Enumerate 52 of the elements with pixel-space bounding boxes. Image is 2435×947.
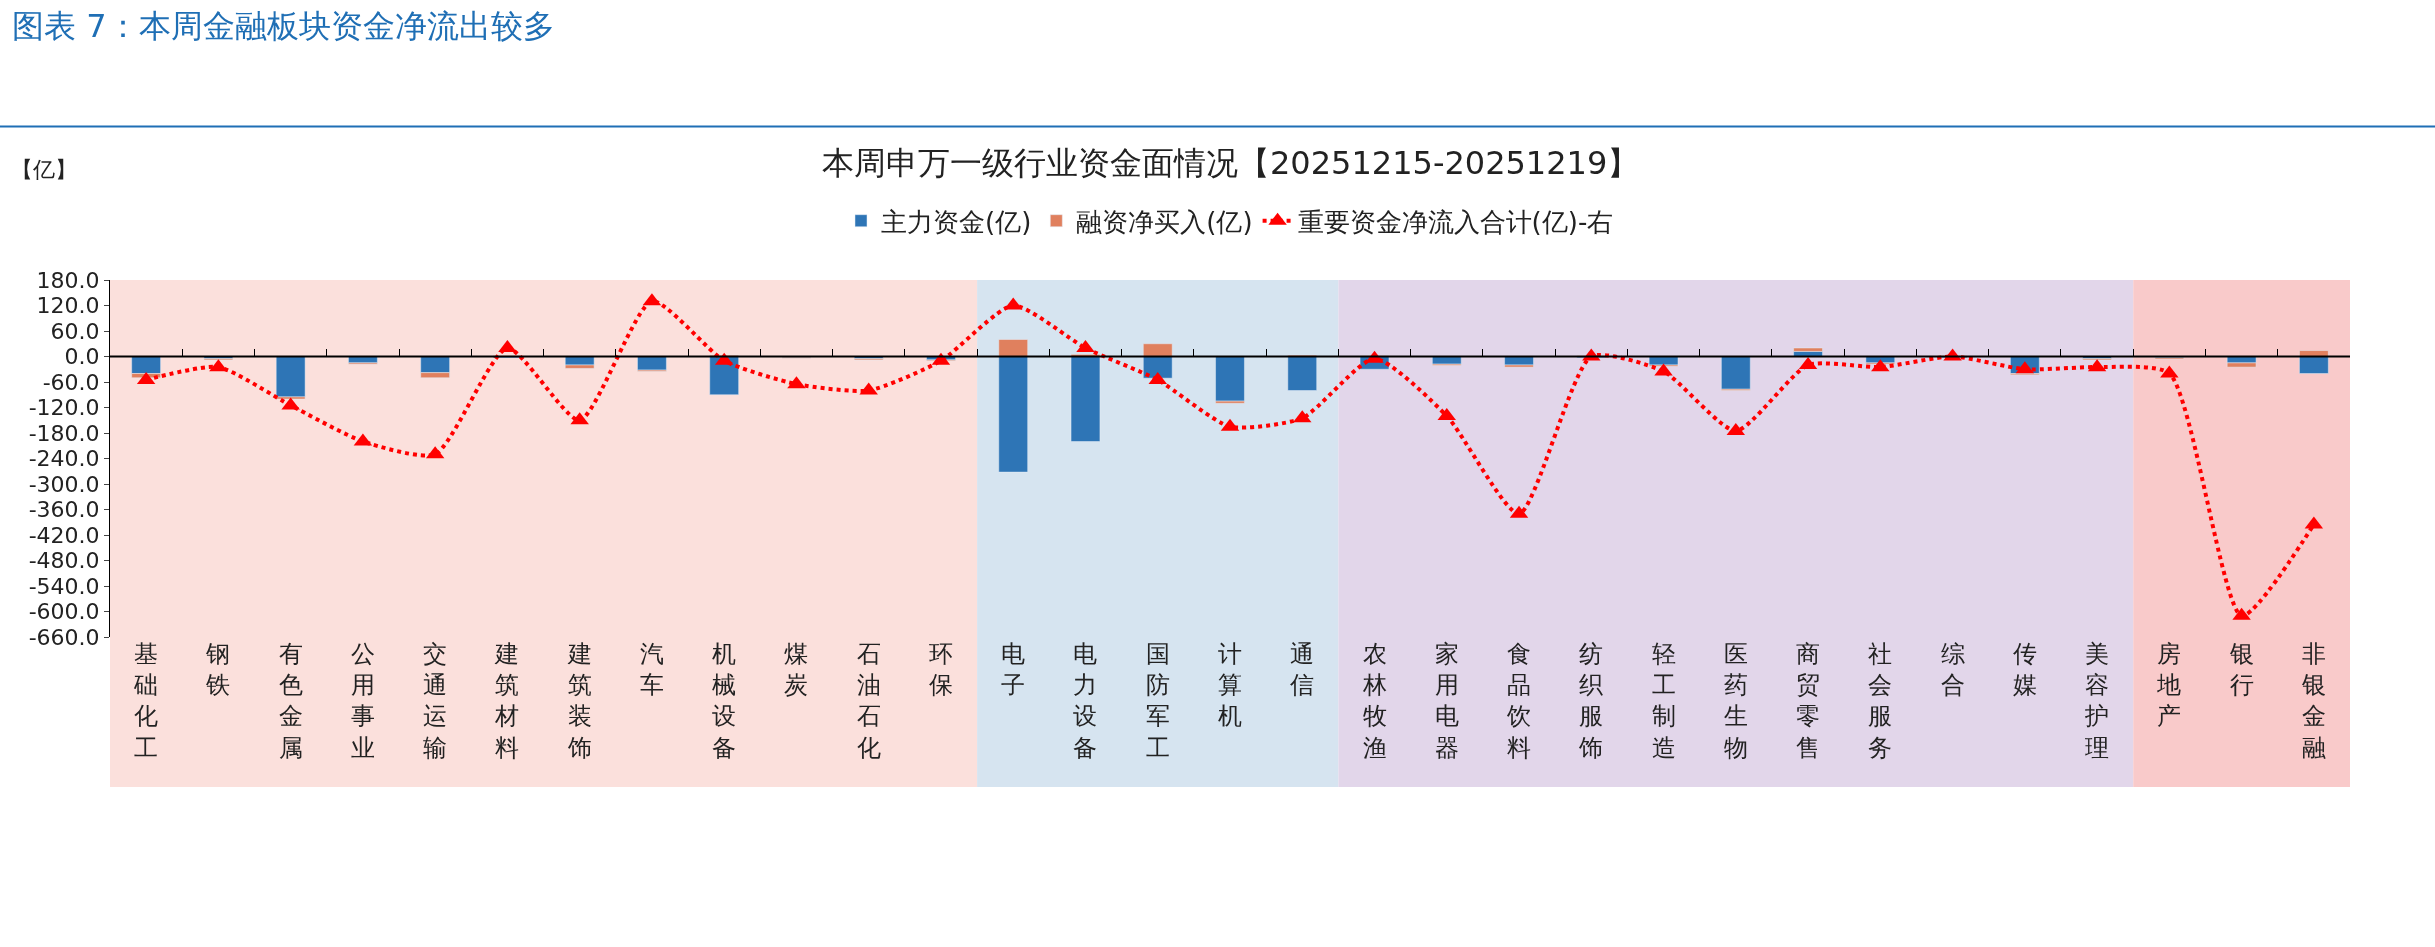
y-tick-label: -180.0 xyxy=(28,420,100,446)
x-tick-label: 基础化工 xyxy=(133,640,159,762)
x-tick-label: 环保 xyxy=(928,640,953,700)
y-tick-label: -240.0 xyxy=(28,446,100,472)
x-tick-label: 银行 xyxy=(2228,640,2254,700)
x-tick-label: 轻工制造 xyxy=(1651,640,1676,762)
x-tick-label: 非银金融 xyxy=(2300,640,2326,762)
x-tick-label: 食品饮料 xyxy=(1506,640,1532,762)
x-tick-label: 社会服务 xyxy=(1868,640,1893,762)
x-tick-label: 农林牧渔 xyxy=(1361,640,1387,762)
x-tick-label: 煤炭 xyxy=(784,640,809,700)
y-tick-label: 60.0 xyxy=(50,318,100,344)
x-tick-label: 交通运输 xyxy=(423,640,448,762)
y-tick-label: -540.0 xyxy=(28,573,100,599)
y-tick-label: -360.0 xyxy=(28,497,100,523)
x-tick-label: 电子 xyxy=(1001,640,1026,700)
y-tick-label: -600.0 xyxy=(28,599,100,625)
x-tick-label: 美容护理 xyxy=(2084,640,2110,762)
y-tick-label: -300.0 xyxy=(28,471,100,497)
x-tick-label: 综合 xyxy=(1940,640,1965,700)
x-tick-label: 电力设备 xyxy=(1073,640,1098,762)
x-tick-label: 计算机 xyxy=(1218,640,1242,731)
y-tick-label: -480.0 xyxy=(28,548,100,574)
x-tick-label: 房地产 xyxy=(2156,640,2182,731)
x-tick-label: 建筑装饰 xyxy=(566,640,592,762)
x-tick-label: 国防军工 xyxy=(1145,640,1170,762)
x-tick-label: 通信 xyxy=(1290,640,1315,700)
x-tick-label: 石油石化 xyxy=(856,640,881,762)
y-tick-label: -420.0 xyxy=(28,522,100,548)
x-tick-label: 钢铁 xyxy=(205,640,231,700)
x-tick-label: 机械设备 xyxy=(712,640,737,762)
x-tick-label: 有色金属 xyxy=(278,640,303,762)
legend-label: 主力资金(亿) xyxy=(881,206,1032,237)
x-tick-label: 汽车 xyxy=(639,640,664,700)
x-tick-label: 公用事业 xyxy=(350,640,375,762)
x-tick-label: 医药生物 xyxy=(1723,640,1748,762)
y-tick-label: 180.0 xyxy=(36,267,100,293)
y-tick-label: -120.0 xyxy=(28,395,100,421)
x-tick-label: 传媒 xyxy=(2012,640,2037,700)
chart-subtitle: 本周申万一级行业资金面情况【20251215-20251219】 xyxy=(822,144,1640,182)
y-axis-title: 【亿】 xyxy=(11,157,77,182)
legend-label: 重要资金净流入合计(亿)-右 xyxy=(1297,206,1614,237)
x-tick-label: 家用电器 xyxy=(1434,640,1459,762)
x-tick-label: 纺织服饰 xyxy=(1578,640,1604,762)
y-tick-label: 120.0 xyxy=(36,293,100,319)
chart-title: 图表 7：本周金融板块资金净流出较多 xyxy=(12,6,555,45)
x-tick-label: 建筑材料 xyxy=(494,640,520,762)
y-tick-label: -660.0 xyxy=(28,624,100,650)
legend-label: 融资净买入(亿) xyxy=(1076,206,1253,237)
y-tick-label: -60.0 xyxy=(42,369,100,395)
y-tick-label: 0.0 xyxy=(64,344,100,370)
x-tick-label: 商贸零售 xyxy=(1796,640,1821,762)
